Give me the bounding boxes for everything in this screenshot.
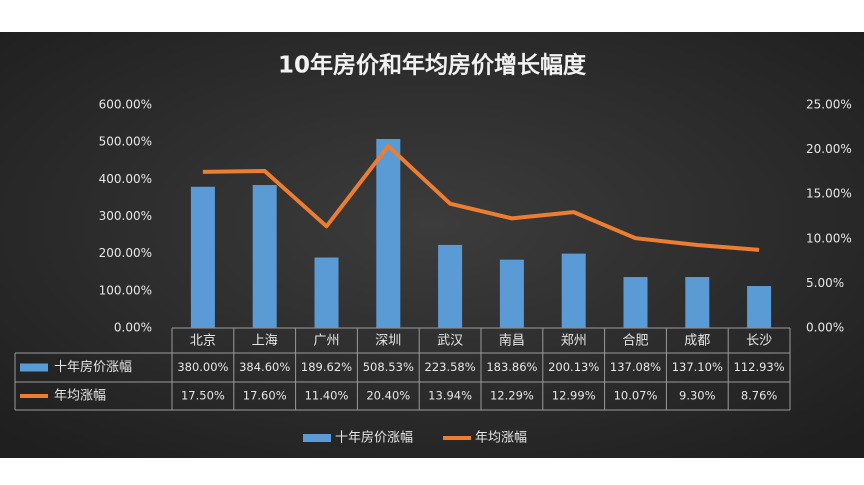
table-value: 13.94% — [428, 389, 472, 403]
table-value: 20.40% — [366, 389, 410, 403]
table-value: 12.29% — [490, 389, 534, 403]
bar — [252, 185, 277, 328]
table-series-name: 年均涨幅 — [54, 389, 106, 404]
bar — [561, 253, 586, 328]
y-tick-label: 200.00% — [99, 246, 152, 260]
x-tick-label: 合肥 — [622, 334, 648, 349]
y-tick-label: 300.00% — [99, 209, 152, 223]
x-tick-label: 长沙 — [746, 334, 772, 349]
y2-tick-label: 25.00% — [806, 98, 852, 112]
x-tick-label: 武汉 — [437, 334, 463, 349]
y-tick-label: 400.00% — [99, 172, 152, 186]
table-value: 8.76% — [741, 389, 778, 403]
y2-tick-label: 0.00% — [806, 321, 844, 335]
table-legend-key — [20, 363, 48, 372]
table-value: 12.99% — [552, 389, 596, 403]
x-tick-label: 上海 — [252, 334, 278, 349]
table-value: 384.60% — [239, 360, 290, 374]
x-tick-label: 郑州 — [561, 334, 587, 349]
table-value: 17.50% — [181, 389, 225, 403]
table-value: 508.53% — [363, 360, 414, 374]
x-tick-label: 北京 — [190, 334, 216, 349]
x-tick-label: 广州 — [313, 334, 339, 349]
y-tick-label: 600.00% — [99, 98, 152, 112]
x-tick-label: 深圳 — [375, 334, 401, 349]
bar — [747, 286, 772, 328]
table-value: 10.07% — [614, 389, 658, 403]
table-value: 380.00% — [177, 360, 228, 374]
y2-tick-label: 10.00% — [806, 231, 852, 245]
bar — [685, 277, 710, 328]
table-value: 17.60% — [243, 389, 287, 403]
bar — [376, 138, 401, 328]
table-value: 137.10% — [672, 360, 723, 374]
legend-label: 十年房价涨幅 — [335, 430, 413, 446]
y2-tick-label: 5.00% — [806, 276, 844, 290]
table-value: 112.93% — [734, 360, 785, 374]
y-tick-label: 0.00% — [114, 321, 152, 335]
bar — [623, 277, 648, 328]
legend-label: 年均涨幅 — [475, 431, 527, 446]
x-tick-label: 南昌 — [499, 333, 525, 349]
bar — [438, 244, 463, 328]
y-tick-label: 500.00% — [99, 135, 152, 149]
bar — [314, 257, 339, 328]
table-value: 137.08% — [610, 360, 661, 374]
bar — [499, 259, 524, 328]
legend-key — [303, 434, 331, 442]
y-tick-label: 100.00% — [99, 283, 152, 297]
bar — [190, 186, 215, 328]
y2-tick-label: 20.00% — [806, 142, 852, 156]
chart-title: 10年房价和年均房价增长幅度 — [278, 52, 587, 79]
y2-tick-label: 15.00% — [806, 187, 852, 201]
table-value: 200.13% — [548, 360, 599, 374]
table-value: 223.58% — [425, 360, 476, 374]
x-tick-label: 成都 — [684, 334, 710, 349]
table-value: 189.62% — [301, 360, 352, 374]
table-value: 183.86% — [486, 360, 537, 374]
table-series-name: 十年房价涨幅 — [54, 359, 132, 375]
line-series — [202, 144, 760, 252]
table-value: 9.30% — [679, 389, 716, 403]
table-value: 11.40% — [305, 389, 349, 403]
